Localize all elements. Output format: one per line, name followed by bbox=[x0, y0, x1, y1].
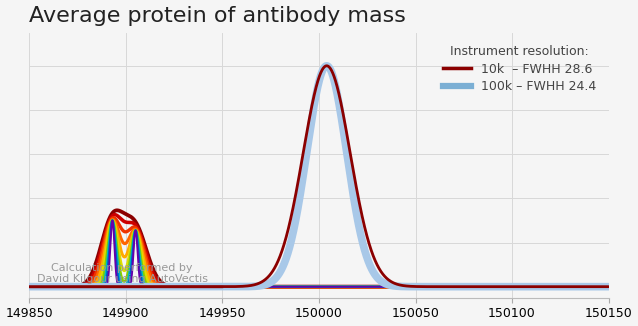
Text: Calculation performed by
David Kilgour using AutoVectis: Calculation performed by David Kilgour u… bbox=[36, 263, 207, 285]
Text: Average protein of antibody mass: Average protein of antibody mass bbox=[29, 6, 406, 25]
Legend: 10k  – FWHH 28.6, 100k – FWHH 24.4: 10k – FWHH 28.6, 100k – FWHH 24.4 bbox=[437, 39, 602, 99]
